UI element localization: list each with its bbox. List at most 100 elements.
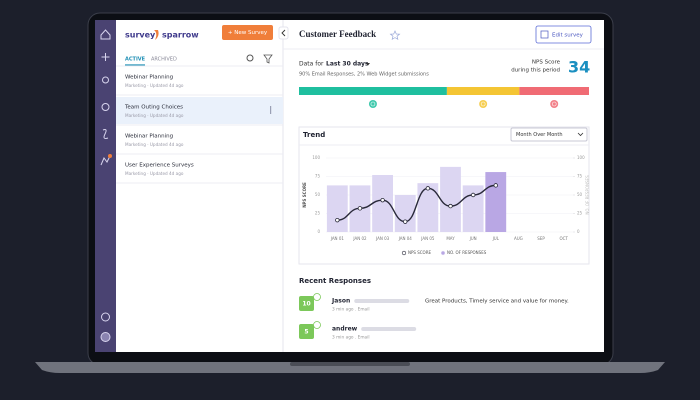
legend-label[interactable]: NO. OF RESPONSES [447,250,487,255]
x-tick-label: JAN 03 [375,236,390,241]
x-tick-label: SEP [537,236,545,241]
logo-right: sparrow [162,31,199,40]
nav-icons [100,29,111,342]
legend-swatch [401,250,407,256]
y2-tick-label: 75 [577,174,583,179]
nps-segment [446,87,520,95]
logo-left: survey [125,31,156,40]
survey-title[interactable]: Team Outing Choices [124,105,183,111]
laptop-notch [290,362,410,366]
line-point [335,217,340,223]
nps-face [479,100,488,108]
nps-face-inner [480,101,486,107]
period-caret [366,63,370,66]
x-tick-label: AUG [514,236,523,241]
x-tick-label: JAN 02 [352,236,367,241]
home-icon[interactable] [100,29,111,40]
bar [462,185,484,232]
line-point [403,219,408,224]
score-badge [299,324,314,339]
y2-tick-label: 0 [577,229,580,234]
notification-dot [108,154,112,158]
sidebar [116,20,283,352]
edit-survey-label: Edit survey [552,33,584,39]
tab-active[interactable]: ACTIVE [125,57,146,63]
new-survey-label: + New Survey [228,30,268,36]
y-tick-label: 0 [317,229,320,234]
y2-tick-label: 50 [577,192,583,197]
response-meta: 3 min ago . Email [332,307,370,313]
y2-axis-label: NO. OF RESPONSES [585,175,590,215]
period-select[interactable]: Last 30 days [326,61,369,68]
nps-face-inner [370,101,376,107]
y-tick-label: 100 [312,155,320,160]
x-tick-label: JAN 05 [420,236,435,241]
y-tick-label: 75 [315,174,321,179]
bar [394,195,416,232]
legend-swatch [440,250,446,256]
line-point [448,203,453,209]
y-axis-label: NPS SCORE [302,182,307,208]
bar [485,172,507,232]
score-badge [299,296,314,311]
nps-face-inner [551,101,557,107]
survey-meta: Marketing · Updated 4d ago [125,83,184,88]
search-icon[interactable] [246,54,254,62]
nps-breakdown [299,87,589,108]
x-tick-label: JAN 01 [330,236,345,241]
survey-list: Webinar Planning Marketing · Updated 4d a… [116,75,283,184]
settings-icon[interactable] [101,103,110,111]
respondent-name[interactable]: Jason [331,298,350,305]
trend-filter[interactable] [510,127,588,142]
collapse-button[interactable] [278,26,289,40]
response-sources: 90% Email Responses, 2% Web Widget submi… [299,72,429,78]
survey-title[interactable]: Webinar Planning [125,134,173,140]
survey-title[interactable]: User Experience Surveys [125,163,194,169]
favorite-star[interactable] [389,30,401,41]
line-point [357,206,363,211]
integrations-icon[interactable] [100,155,111,166]
row-handle [270,106,272,114]
line-point [493,183,498,188]
bar [372,175,394,232]
nps-segment [519,87,589,95]
channel-icon [313,293,321,301]
trend-filter-caret [577,132,584,137]
blurred-email [354,299,410,303]
respondent-name[interactable]: andrew [332,326,358,333]
survey-meta: Marketing · Updated 4d ago [125,171,184,176]
channel-icon [313,321,321,329]
y2-tick-label: 100 [577,155,585,160]
y-tick-label: 50 [315,192,321,197]
score: 10 [302,301,310,308]
x-tick-label: OCT [559,236,568,241]
users-icon[interactable] [102,76,109,84]
legend-label[interactable]: NPS SCORE [408,250,431,255]
responses-title: Recent Responses [299,277,371,285]
survey-meta: Marketing · Updated 4d ago [125,142,184,147]
survey-title: Customer Feedback [299,29,376,39]
trend-chart: 0 25 50 75 100 0 25 50 75 100 NPS SCORE NO. OF RESP… [302,155,590,256]
bar [326,185,348,232]
y2-tick-label: 25 [577,211,583,216]
edit-icon [540,30,549,39]
edit-survey-button[interactable] [535,25,592,44]
tab-archived[interactable]: ARCHIVED [151,57,177,63]
nav-rail [95,20,116,352]
selected-survey-bg [116,97,283,124]
collapse-icon [281,29,286,37]
add-icon[interactable] [101,53,110,61]
line-point [470,192,476,198]
avatar[interactable] [100,332,111,342]
help-icon[interactable] [101,312,110,322]
billing-icon[interactable] [102,129,109,139]
bar [417,183,439,232]
y-tick-label: 25 [315,211,321,216]
survey-meta: Marketing · Updated 4d ago [125,113,184,118]
nps-label: NPS Score [532,60,561,66]
new-survey-button[interactable] [222,25,273,40]
x-tick-label: MAY [446,236,455,241]
responses-list: 10 Jason 3 min ago . Email Great Products, … [299,293,569,341]
filter-icon[interactable] [263,54,273,64]
survey-title[interactable]: Webinar Planning [125,75,173,81]
